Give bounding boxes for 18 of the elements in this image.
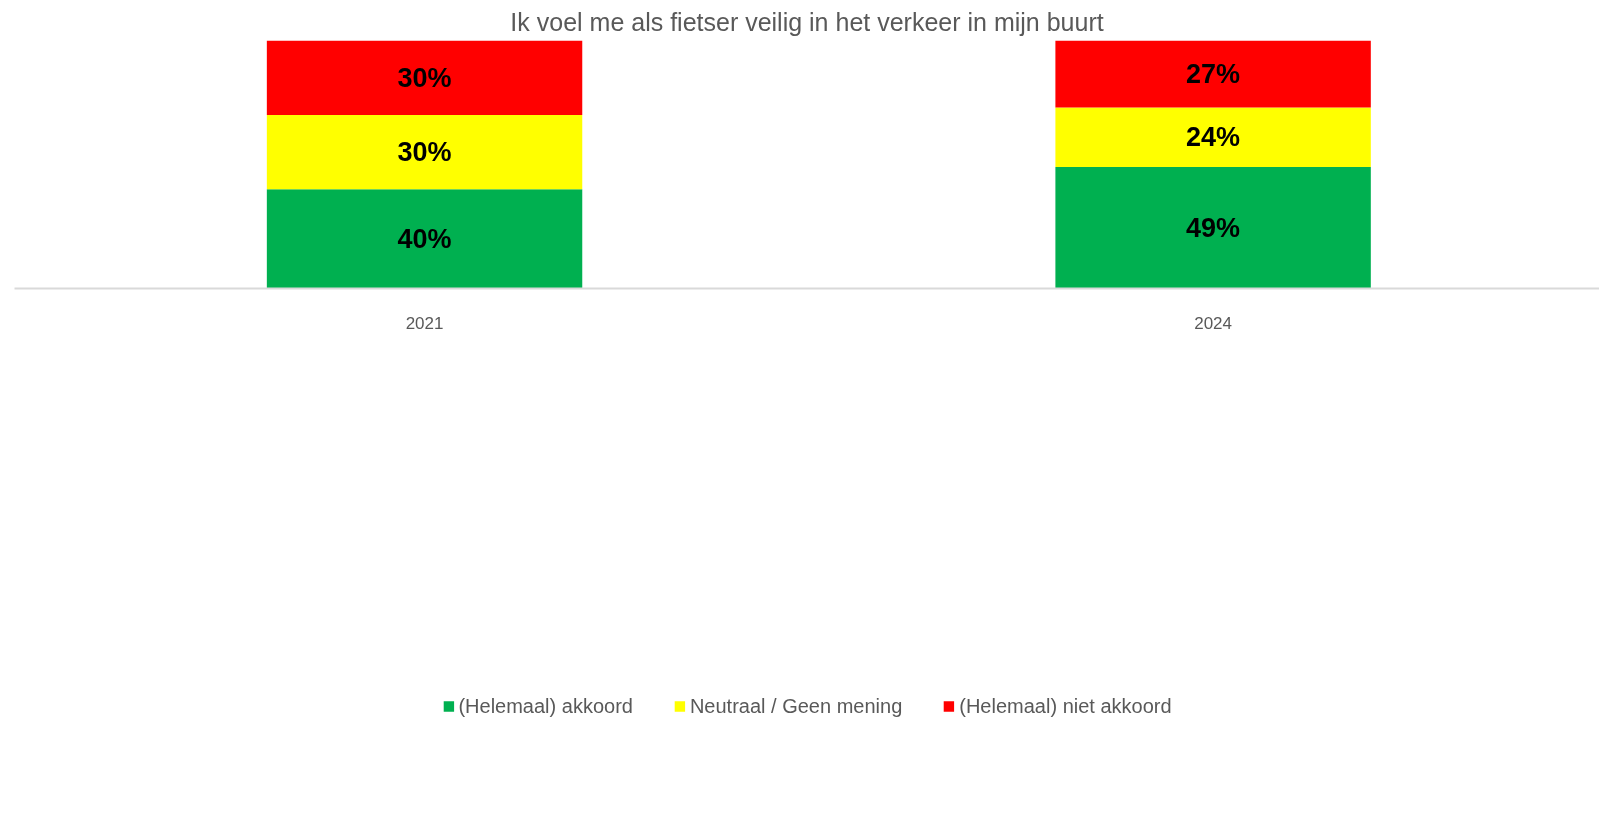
chart-title: Ik voel me als fietser veilig in het verkeer in mijn buurt	[510, 7, 1104, 36]
bar	[266, 40, 583, 115]
bar	[1055, 166, 1371, 289]
bar	[266, 114, 583, 190]
data-label: 49%	[1186, 212, 1241, 243]
bar	[266, 189, 583, 289]
data-label: 27%	[1186, 58, 1241, 89]
data-label: 40%	[397, 223, 452, 254]
x-tick-label: 2024	[1194, 313, 1233, 333]
bar	[1055, 40, 1371, 108]
legend-label: (Helemaal) akkoord	[458, 694, 633, 718]
data-label: 30%	[397, 137, 452, 168]
legend-label: Neutraal / Geen mening	[689, 694, 903, 718]
x-tick-label: 2021	[405, 313, 444, 333]
data-label: 24%	[1186, 122, 1241, 153]
legend-label: (Helemaal) niet akkoord	[959, 694, 1172, 718]
data-label: 30%	[397, 62, 452, 93]
bar	[1055, 107, 1371, 167]
